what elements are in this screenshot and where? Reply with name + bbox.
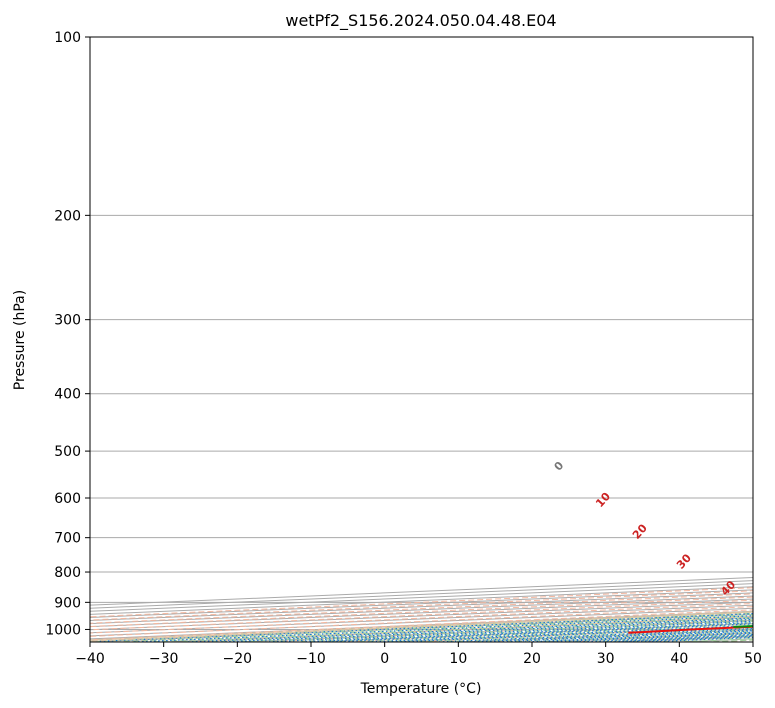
x-tick-label: −20 (223, 651, 253, 667)
mixing-ratio-line (117, 615, 753, 642)
x-tick-label: 20 (523, 651, 541, 667)
y-tick-label: 200 (54, 208, 81, 224)
x-tick-label: 40 (670, 651, 688, 667)
x-tick-label: 30 (597, 651, 615, 667)
isobar-gridlines (90, 37, 753, 630)
plot-frame (89, 36, 754, 643)
x-tick-label: −10 (296, 651, 326, 667)
x-tick-label: 10 (449, 651, 467, 667)
y-tick-label: 600 (54, 491, 81, 507)
x-tick-label: −30 (149, 651, 179, 667)
y-tick-label: 700 (54, 531, 81, 547)
y-axis-label: Pressure (hPa) (12, 290, 28, 390)
y-tick-label: 300 (54, 313, 81, 329)
y-tick-label: 1000 (45, 622, 81, 638)
y-tick-label: 800 (54, 565, 81, 581)
y-tick-label: 100 (54, 30, 81, 46)
mixing-ratio-line (90, 613, 753, 642)
x-tick-label: −40 (75, 651, 105, 667)
x-axis-label: Temperature (°C) (360, 681, 482, 697)
chart-title: wetPf2_S156.2024.050.04.48.E04 (285, 11, 556, 31)
x-axis-ticks: −40 −30 −20 −10 0 10 20 30 40 50 (75, 642, 762, 667)
y-tick-label: 500 (54, 444, 81, 460)
x-tick-label: 50 (744, 651, 762, 667)
x-tick-label: 0 (380, 651, 389, 667)
y-axis-ticks: 100 200 300 400 500 600 700 800 900 1000 (45, 30, 90, 638)
y-tick-label: 400 (54, 387, 81, 403)
y-tick-label: 900 (54, 595, 81, 611)
mixing-ratio-lines (90, 613, 753, 642)
